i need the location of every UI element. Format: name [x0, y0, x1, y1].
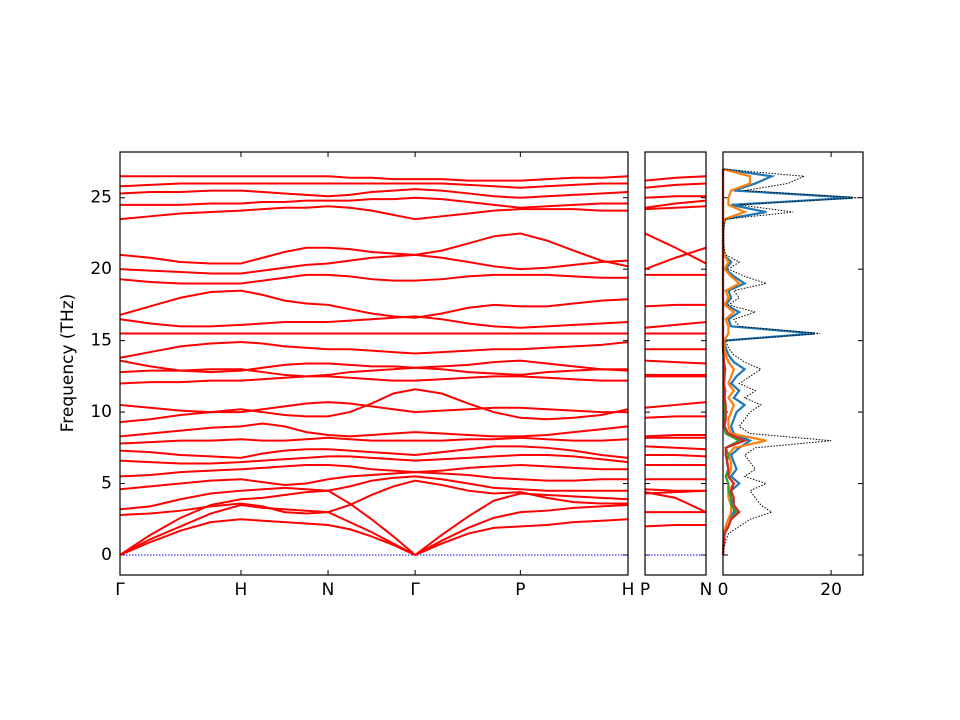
x-tick-label: P	[515, 580, 525, 600]
band-line	[119, 422, 629, 438]
band-line	[119, 503, 629, 557]
band-line	[644, 523, 706, 528]
x-tick-label: N	[322, 580, 335, 600]
band-line	[644, 199, 707, 209]
band-line	[644, 195, 706, 199]
band-line	[644, 401, 707, 409]
band-line	[119, 375, 628, 385]
band-line	[119, 232, 629, 275]
band-line	[119, 273, 628, 285]
y-tick-label: 0	[101, 545, 112, 565]
band-line	[644, 488, 706, 492]
band-line	[644, 303, 706, 308]
panel-frame	[119, 151, 629, 576]
y-tick-label: 5	[101, 474, 112, 494]
band-line	[119, 453, 629, 465]
band-line	[644, 205, 707, 211]
y-tick-label: 25	[90, 188, 112, 208]
band-line	[119, 341, 629, 359]
band-line	[119, 315, 629, 329]
band-line	[119, 246, 629, 271]
band-line	[119, 436, 629, 445]
band-line	[119, 401, 628, 414]
band-line	[119, 445, 629, 459]
band-line	[119, 359, 629, 374]
band-line	[119, 182, 628, 189]
partial-dos-line	[721, 168, 767, 556]
total-dos-line	[722, 168, 859, 556]
x-tick-label: Γ	[410, 580, 420, 600]
band-line	[644, 491, 707, 514]
x-tick-label: Γ	[115, 580, 125, 600]
band-line	[119, 388, 629, 424]
panel-frame	[644, 151, 707, 576]
band-line	[119, 471, 628, 491]
band-line	[119, 463, 628, 478]
band-line	[119, 366, 628, 378]
x-tick-label: P	[640, 580, 650, 600]
band-line	[119, 475, 628, 511]
y-axis-label: Frequency (THz)	[58, 294, 78, 433]
partial-dos-line	[721, 168, 853, 556]
band-line	[644, 232, 707, 265]
band-line	[644, 321, 707, 329]
band-line	[120, 175, 629, 182]
band-line	[644, 415, 706, 419]
band-line	[119, 289, 629, 319]
x-tick-label: N	[700, 580, 713, 600]
band-line	[644, 433, 706, 438]
panel-frame	[722, 151, 864, 576]
x-tick-label: H	[235, 580, 248, 600]
y-tick-label: 15	[90, 331, 112, 351]
band-line	[119, 205, 628, 221]
band-line	[119, 518, 629, 557]
band-line	[119, 479, 628, 516]
band-line	[644, 359, 707, 365]
band-line	[644, 175, 707, 182]
band-line	[644, 246, 707, 271]
band-line	[644, 182, 707, 189]
y-tick-label: 10	[90, 402, 112, 422]
y-tick-label: 20	[90, 259, 112, 279]
band-line	[120, 196, 628, 209]
band-line	[644, 445, 707, 451]
band-line	[119, 188, 629, 199]
partial-dos-line	[721, 169, 742, 556]
band-line	[645, 453, 707, 458]
x-tick-label: H	[622, 580, 635, 600]
band-line	[119, 489, 629, 557]
x-tick-label: 0	[718, 580, 729, 600]
x-tick-label: 20	[820, 580, 842, 600]
